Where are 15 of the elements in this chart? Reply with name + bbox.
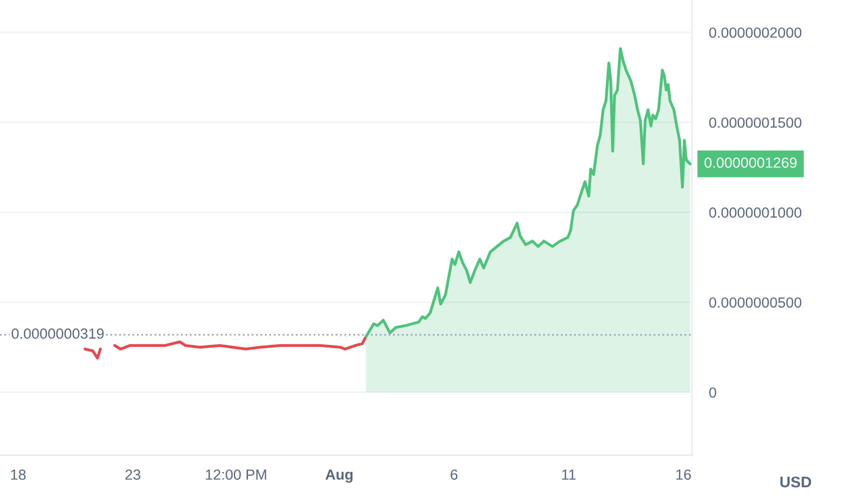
x-tick-label: 18 xyxy=(11,469,26,480)
y-tick-label: 0.0000002000 xyxy=(709,27,802,38)
annotation: 0.0000001269 xyxy=(704,158,797,168)
x-tick-label: Aug xyxy=(326,470,353,483)
y-tick-label: 0.0000001000 xyxy=(709,207,802,218)
y-tick-label: 0 xyxy=(709,387,716,398)
y-tick-label: 0.0000000500 xyxy=(709,297,802,308)
y-tick-label: 0.0000001500 xyxy=(709,117,802,128)
x-tick-label: 12:00 PM xyxy=(206,469,266,480)
x-tick-label: 11 xyxy=(562,470,576,480)
ref-line-label: 0.0000000319 xyxy=(12,328,104,339)
text: USD xyxy=(780,476,812,488)
x-tick-label: 23 xyxy=(125,469,140,480)
x-tick-label: 6 xyxy=(450,469,458,480)
x-tick-label: 16 xyxy=(676,469,691,480)
